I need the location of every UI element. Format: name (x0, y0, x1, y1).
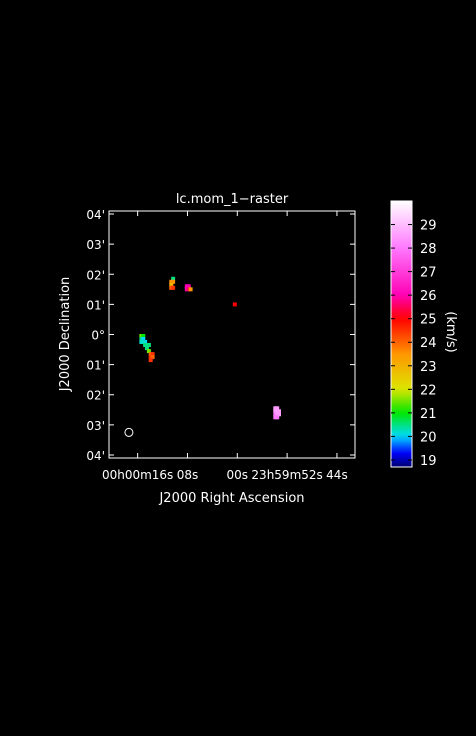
raster-pixel (145, 346, 149, 351)
x-tick-label: 00s (227, 468, 249, 482)
y-tick-label: 02' (86, 389, 105, 403)
raster-pixel (277, 409, 281, 414)
raster-pixel (275, 406, 280, 411)
colorbar-ramp (390, 200, 413, 468)
y-tick-label: 01' (86, 359, 105, 373)
axis-ticks: 00h00m16s 08s 00s 23h59m52s 44s 04' 03' 02' 01' 0… (86, 208, 355, 482)
raster-pixel (186, 284, 191, 289)
y-tick-label: 03' (86, 238, 105, 252)
colorbar-tick-label: 28 (420, 242, 437, 257)
raster-pixel (146, 343, 151, 347)
beam-ellipse (124, 427, 134, 437)
y-tick-label: 01' (86, 298, 105, 312)
x-axis-label: J2000 Right Ascension (158, 491, 304, 506)
raster-pixel (141, 340, 146, 344)
y-axis-label: J2000 Declination (58, 277, 73, 393)
raster-pixel (275, 415, 280, 420)
raster-pixel (171, 276, 176, 281)
raster-pixel (277, 412, 281, 417)
colorbar-tick-label: 29 (420, 219, 437, 234)
colorbar-tick-label: 20 (420, 430, 437, 445)
raster-pixel (188, 287, 193, 292)
colorbar-tick-label: 22 (420, 383, 437, 398)
y-tick-label: 04' (86, 449, 105, 463)
x-tick-label: 00h00m16s (102, 468, 173, 482)
raster-pixels (139, 276, 281, 420)
raster-pixel (143, 343, 148, 347)
colorbar-tick-label: 25 (420, 313, 437, 328)
x-tick-label: 44s (326, 468, 348, 482)
y-tick-label: 0° (91, 329, 105, 343)
raster-pixel (150, 352, 155, 357)
colorbar-label: (km/s) (443, 311, 458, 353)
plot-frame (108, 210, 356, 459)
raster-pixel (146, 349, 151, 354)
colorbar-tick-label: 19 (420, 454, 437, 469)
raster-pixel (150, 355, 155, 360)
y-tick-label: 02' (86, 268, 105, 282)
x-tick-label: 08s (177, 468, 199, 482)
y-tick-label: 03' (86, 419, 105, 433)
x-tick-label: 23h59m52s (251, 468, 322, 482)
colorbar-tick-label: 21 (420, 407, 437, 422)
y-tick-label: 04' (86, 208, 105, 222)
colorbar-tick-label: 24 (420, 336, 437, 351)
colorbar-tick-label: 27 (420, 266, 437, 281)
colorbar-tick-label: 26 (420, 289, 437, 304)
colorbar: 19 20 21 22 23 24 25 26 27 28 29 (390, 200, 437, 469)
raster-pixel (171, 285, 176, 290)
raster-pixel (232, 302, 237, 307)
raster-pixel (141, 334, 146, 338)
raster-pixel (148, 358, 153, 363)
colorbar-tick-label: 23 (420, 360, 437, 375)
raster-pixel (171, 279, 176, 284)
raster-pixel (169, 282, 174, 287)
raster-pixel (141, 337, 146, 341)
chart-title: lc.mom_1−raster (176, 192, 289, 207)
